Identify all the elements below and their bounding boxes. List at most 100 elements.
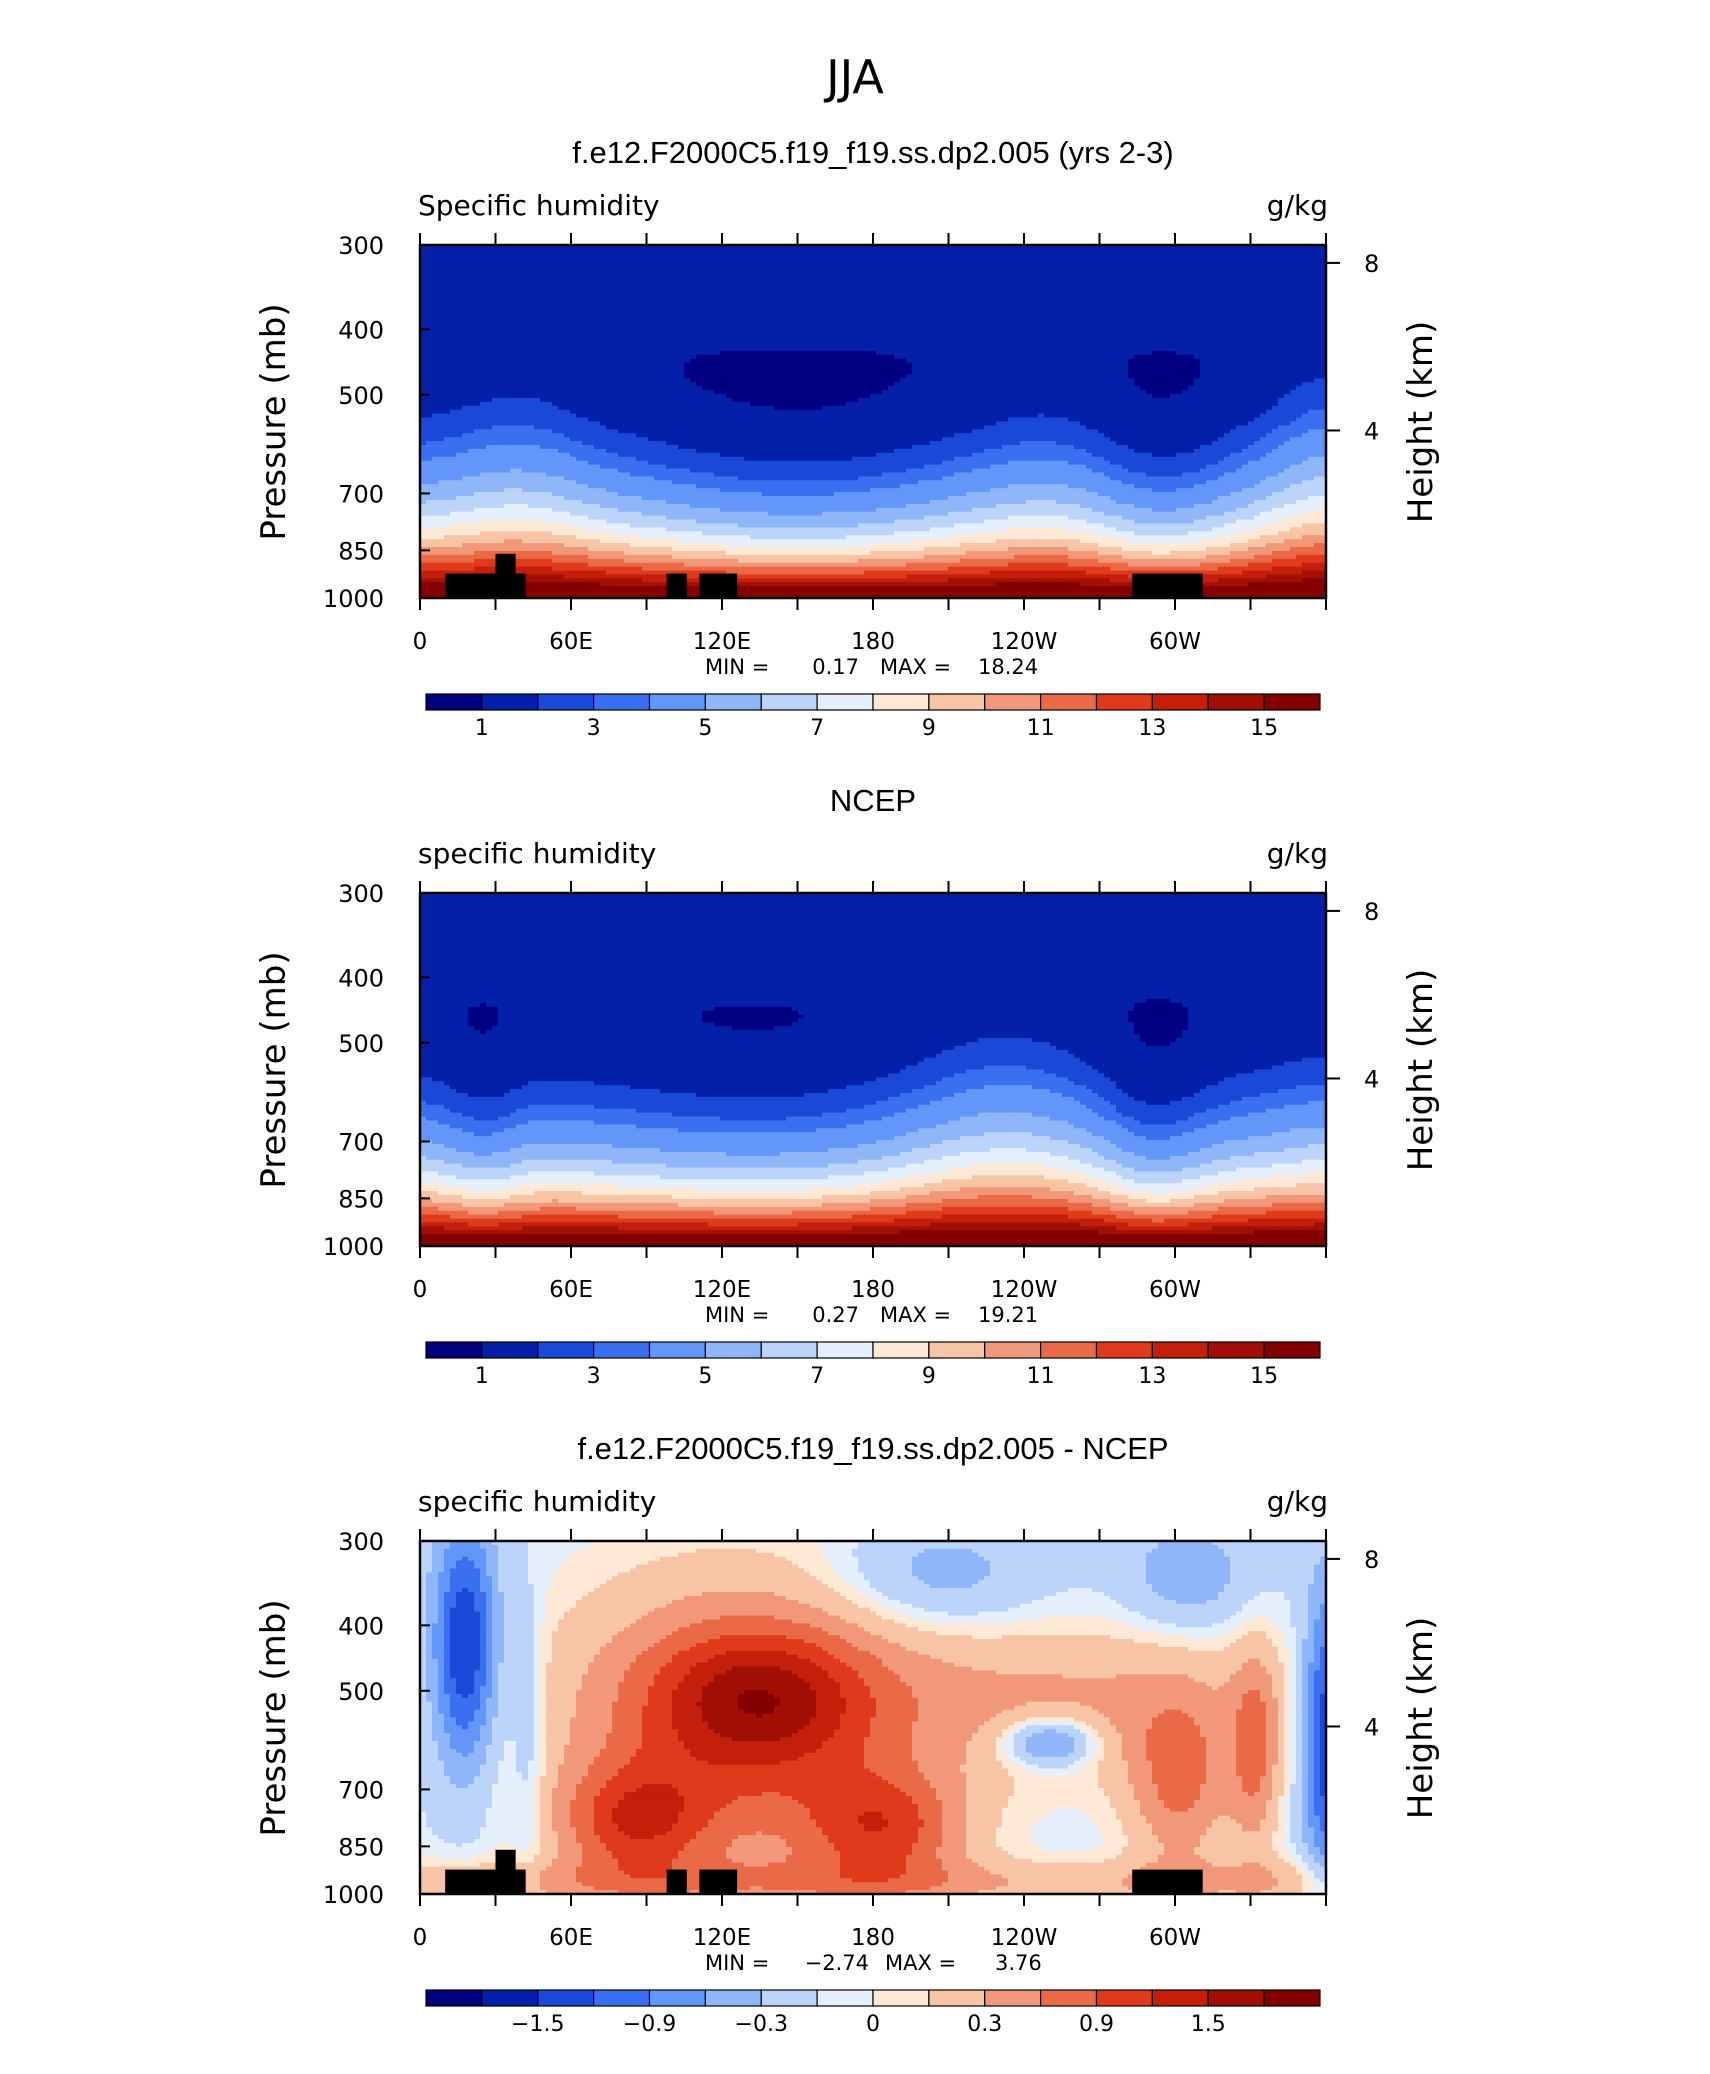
contour-cell (516, 288, 523, 293)
contour-cell (450, 284, 457, 289)
contour-cell (540, 256, 547, 262)
contour-cell (996, 319, 1003, 325)
contour-cell (1038, 358, 1045, 364)
contour-cell (864, 307, 871, 313)
contour-cell (960, 276, 967, 281)
contour-cell (636, 299, 643, 305)
contour-cell (1212, 268, 1219, 274)
contour-cell (1266, 268, 1273, 274)
contour-cell (1308, 276, 1315, 281)
contour-cell (720, 272, 727, 277)
contour-cell (966, 268, 973, 274)
contour-cell (918, 358, 925, 364)
contour-cell (1098, 307, 1105, 313)
contour-cell (1134, 370, 1141, 376)
contour-cell (726, 280, 733, 285)
contour-cell (1104, 252, 1111, 258)
contour-cell (1254, 260, 1261, 266)
contour-cell (1050, 284, 1057, 289)
contour-cell (1218, 307, 1225, 313)
contour-cell (828, 260, 835, 266)
contour-cell (546, 288, 553, 293)
contour-cell (648, 295, 655, 301)
contour-cell (708, 350, 715, 356)
contour-cell (432, 268, 439, 274)
contour-cell (792, 252, 799, 258)
contour-cell (1254, 366, 1261, 372)
contour-cell (444, 272, 451, 277)
contour-cell (528, 288, 535, 293)
contour-cell (486, 264, 493, 270)
contour-cell (546, 280, 553, 285)
contour-cell (864, 339, 871, 344)
contour-cell (1086, 260, 1093, 266)
contour-cell (906, 303, 913, 309)
contour-cell (1308, 307, 1315, 313)
contour-cell (588, 299, 595, 305)
contour-cell (1206, 272, 1213, 277)
contour-cell (636, 323, 643, 328)
contour-cell (1164, 358, 1171, 364)
contour-cell (516, 276, 523, 281)
contour-cell (444, 327, 451, 332)
contour-cell (546, 370, 553, 376)
contour-cell (1068, 319, 1075, 325)
contour-cell (492, 288, 499, 293)
contour-cell (636, 311, 643, 317)
contour-cell (432, 374, 439, 379)
contour-cell (756, 343, 763, 348)
contour-cell (432, 264, 439, 270)
contour-cell (468, 260, 475, 266)
contour-cell (702, 354, 709, 360)
contour-cell (684, 358, 691, 364)
contour-cell (480, 280, 487, 285)
contour-cell (822, 319, 829, 325)
contour-cell (582, 346, 589, 352)
contour-cell (504, 311, 511, 317)
contour-cell (660, 327, 667, 332)
contour-cell (498, 299, 505, 305)
contour-cell (432, 303, 439, 309)
contour-cell (1122, 256, 1129, 262)
contour-cell (978, 354, 985, 360)
contour-cell (948, 307, 955, 313)
contour-cell (468, 272, 475, 277)
contour-cell (438, 256, 445, 262)
contour-cell (492, 354, 499, 360)
contour-cell (888, 264, 895, 270)
contour-cell (510, 284, 517, 289)
contour-cell (1092, 284, 1099, 289)
contour-cell (456, 346, 463, 352)
contour-cell (1074, 280, 1081, 285)
contour-cell (1074, 303, 1081, 309)
contour-cell (882, 358, 889, 364)
contour-cell (702, 331, 709, 336)
contour-cell (480, 362, 487, 368)
contour-cell (840, 366, 847, 372)
contour-cell (690, 276, 697, 281)
contour-cell (792, 299, 799, 305)
contour-cell (1314, 284, 1321, 289)
contour-cell (870, 299, 877, 305)
contour-cell (774, 299, 781, 305)
contour-cell (798, 284, 805, 289)
contour-cell (1272, 315, 1279, 321)
contour-cell (1320, 288, 1326, 293)
contour-cell (750, 264, 757, 270)
contour-cell (654, 264, 661, 270)
contour-cell (1296, 370, 1303, 376)
contour-cell (1020, 303, 1027, 309)
contour-cell (1296, 288, 1303, 293)
contour-cell (1140, 248, 1147, 254)
contour-cell (846, 366, 853, 372)
contour-cell (588, 346, 595, 352)
contour-cell (990, 295, 997, 301)
contour-cell (696, 272, 703, 277)
contour-cell (588, 292, 595, 297)
contour-cell (936, 268, 943, 274)
contour-cell (504, 339, 511, 344)
contour-cell (576, 315, 583, 321)
contour-cell (546, 295, 553, 301)
contour-cell (852, 276, 859, 281)
contour-cell (1206, 350, 1213, 356)
